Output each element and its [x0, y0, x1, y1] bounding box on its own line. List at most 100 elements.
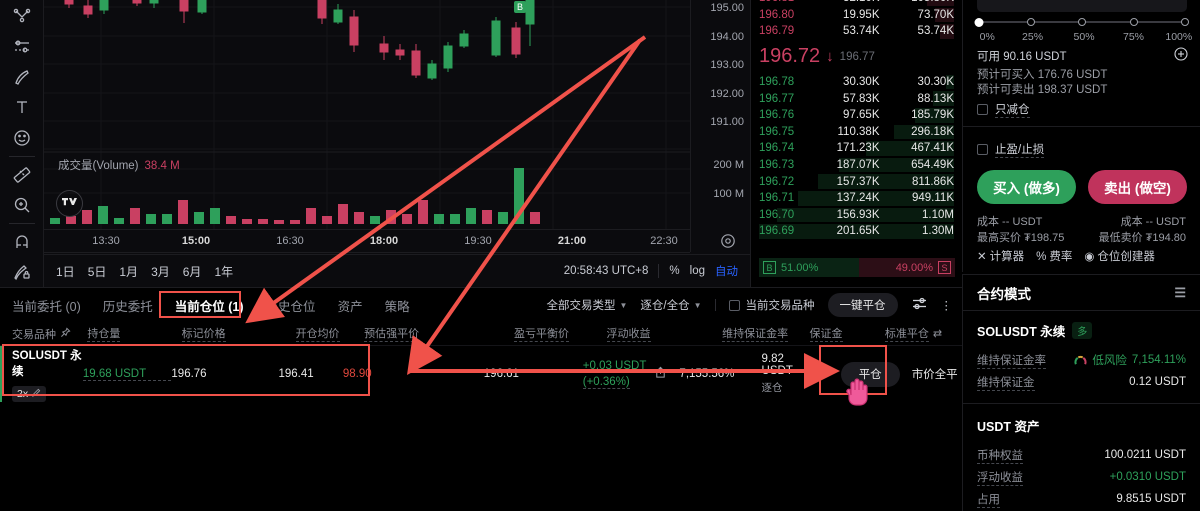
trade-type-filter[interactable]: 全部交易类型 ▼ [546, 300, 628, 312]
more-options-icon[interactable]: ⋮ [940, 300, 953, 312]
range-1y[interactable]: 1年 [214, 264, 234, 279]
order-book-bid-row[interactable]: 196.76 97.65K 185.79K [759, 107, 954, 124]
col-close-mode[interactable]: 标准平仓 ⇄ [884, 325, 962, 342]
ruler-tool-icon[interactable] [0, 160, 44, 190]
bid-total: 949.11K [912, 192, 954, 205]
close-position-button[interactable]: 平仓 [840, 361, 900, 387]
order-book-bid-row[interactable]: 196.71 137.24K 949.11K [759, 190, 954, 207]
brush-tool-icon[interactable] [0, 62, 44, 92]
range-5d[interactable]: 5日 [87, 264, 107, 279]
range-1m[interactable]: 1月 [119, 264, 139, 279]
slider-node-25[interactable] [1026, 18, 1035, 26]
tab-assets[interactable]: 资产 [337, 299, 363, 314]
reduce-only-label: 只减仓 [995, 101, 1030, 118]
row-key: 浮动收益 [977, 469, 1023, 486]
emoji-tool-icon[interactable] [0, 123, 44, 153]
chart-settings-icon[interactable] [720, 233, 736, 249]
margin-mode: 逐仓 [761, 382, 783, 394]
price-chart[interactable]: 成交量(Volume) 38.4 M 195.00 194.00 193.00 1… [44, 0, 750, 287]
swap-icon[interactable]: ⇄ [932, 328, 943, 340]
chart-clock: 20:58:43 UTC+8 [563, 265, 649, 277]
range-6m[interactable]: 6月 [182, 264, 202, 279]
time-tick: 16:30 [276, 235, 304, 247]
order-book-bid-row[interactable]: 196.77 57.83K 88.13K [759, 90, 954, 107]
edit-margin-icon[interactable] [822, 368, 832, 381]
tab-order-history[interactable]: 历史委托 [102, 299, 153, 314]
magnet-tool-icon[interactable] [0, 227, 44, 257]
order-book-bid-row[interactable]: 196.70 156.93K 1.10M [759, 207, 954, 224]
percent-scale-button[interactable]: % [669, 265, 680, 277]
bid-size: 110.38K [837, 125, 880, 138]
order-book-bid-row[interactable]: 196.73 187.07K 654.49K [759, 157, 954, 174]
position-builder-button[interactable]: ◉ 仓位创建器 [1084, 251, 1155, 263]
slider-node-100[interactable] [1181, 18, 1189, 26]
order-book-bid-row[interactable]: 196.75 110.38K 296.18K [759, 124, 954, 141]
order-tools-row: ✕ 计算器 % 费率 ◉ 仓位创建器 [977, 248, 1155, 264]
menu-icon[interactable]: ☰ [1174, 284, 1186, 300]
sell-short-button[interactable]: 卖出 (做空) [1088, 170, 1187, 204]
fee-rate-button[interactable]: % 费率 [1036, 251, 1073, 263]
current-symbol-checkbox[interactable]: 当前交易品种 [728, 297, 815, 313]
amount-input[interactable] [977, 0, 1187, 12]
tp-sl-checkbox[interactable]: 止盈/止损 [977, 141, 1045, 158]
positions-panel: 当前委托 (0) 历史委托 当前仓位 (1) 历史仓位 资产 策略 全部交易类型… [0, 287, 962, 511]
slider-node-75[interactable] [1129, 18, 1138, 26]
pnl-percent: (+0.36%) [582, 375, 630, 389]
panel-divider [963, 126, 1200, 127]
order-book-bid-row[interactable]: 196.78 30.30K 30.30K [759, 74, 954, 91]
amount-slider[interactable]: 0% 25% 50% 75% 100% [974, 17, 1192, 43]
checkbox-icon[interactable] [977, 144, 988, 155]
time-axis[interactable]: 13:30 15:00 16:30 18:00 19:30 21:00 22:3… [44, 229, 690, 253]
order-book-ask-row[interactable]: 196.81 32.10K 105.80K [759, 0, 954, 7]
order-book-bid-row[interactable]: 196.72 157.37K 811.86K [759, 173, 954, 190]
checkbox-icon[interactable] [728, 299, 740, 311]
zoom-in-tool-icon[interactable] [0, 190, 44, 220]
tab-open-orders[interactable]: 当前委托 (0) [12, 299, 81, 314]
margin-mode-filter[interactable]: 逐仓/全仓 ▼ [640, 300, 702, 312]
settings-sliders-icon[interactable] [911, 295, 928, 315]
slider-node-0[interactable] [974, 17, 984, 27]
table-row[interactable]: SOLUSDT 永续 2x 19.68 USDT 196.76 196.41 9… [0, 346, 962, 402]
risk-label: 低风险 [1092, 355, 1127, 367]
calculator-button[interactable]: ✕ 计算器 [977, 251, 1025, 263]
pin-icon[interactable] [60, 326, 71, 341]
tab-current-positions[interactable]: 当前仓位 (1) [174, 299, 244, 314]
range-3m[interactable]: 3月 [151, 264, 170, 279]
row-value: 0.12 USDT [1129, 376, 1186, 388]
position-risk-section: SOLUSDT 永续 多 维持保证金率 低风险 7,154.11% [963, 311, 1200, 401]
market-close-all-button[interactable]: 市价全平 [911, 369, 958, 381]
text-tool-icon[interactable] [0, 92, 44, 122]
tab-position-history[interactable]: 历史仓位 [265, 299, 316, 314]
measure-lines-icon[interactable] [0, 32, 44, 62]
reduce-only-checkbox[interactable]: 只减仓 [977, 101, 1030, 118]
order-book-ask-row[interactable]: 196.79 53.74K 53.74K [759, 23, 954, 40]
bid-total: 30.30K [917, 76, 954, 89]
close-all-button[interactable]: 一键平仓 [827, 293, 898, 317]
index-price: 196.77 [839, 50, 875, 63]
auto-scale-button[interactable]: 自动 [715, 266, 738, 278]
add-funds-icon[interactable] [1174, 47, 1188, 61]
lock-drawings-icon[interactable] [0, 257, 44, 287]
edit-pencil-icon[interactable] [32, 388, 41, 400]
leverage-badge[interactable]: 2x [12, 385, 47, 402]
price-axis[interactable]: 195.00 194.00 193.00 192.00 191.00 200 M… [690, 0, 750, 252]
order-book-bid-row[interactable]: 196.69 201.65K 1.30M [759, 223, 954, 240]
order-book-ask-row[interactable]: 196.80 19.95K 73.70K [759, 7, 954, 24]
slider-node-50[interactable] [1078, 18, 1086, 26]
checkbox-icon[interactable] [977, 104, 988, 115]
row-value-group: 低风险 7,154.11% [1074, 352, 1186, 368]
buy-long-button[interactable]: 买入 (做多) [977, 170, 1076, 204]
sell-ratio: 49.00% S [858, 258, 955, 277]
share-icon[interactable] [654, 366, 667, 382]
order-book-bid-row[interactable]: 196.74 171.23K 467.41K [759, 140, 954, 157]
divider [658, 264, 660, 278]
range-selector[interactable]: 1日 5日 1月 3月 6月 1年 [56, 263, 233, 280]
forecast-tool-icon[interactable] [0, 2, 44, 32]
sell-cost: 成本 -- USDT [1120, 216, 1186, 228]
pnl-value: +0.03 USDT [582, 359, 647, 373]
log-scale-button[interactable]: log [689, 265, 705, 277]
chart-bottom-bar: 1日 5日 1月 3月 6月 1年 20:58:43 UTC+8 % log 自… [44, 254, 750, 287]
range-1d[interactable]: 1日 [56, 264, 75, 279]
tab-strategy[interactable]: 策略 [384, 299, 410, 314]
